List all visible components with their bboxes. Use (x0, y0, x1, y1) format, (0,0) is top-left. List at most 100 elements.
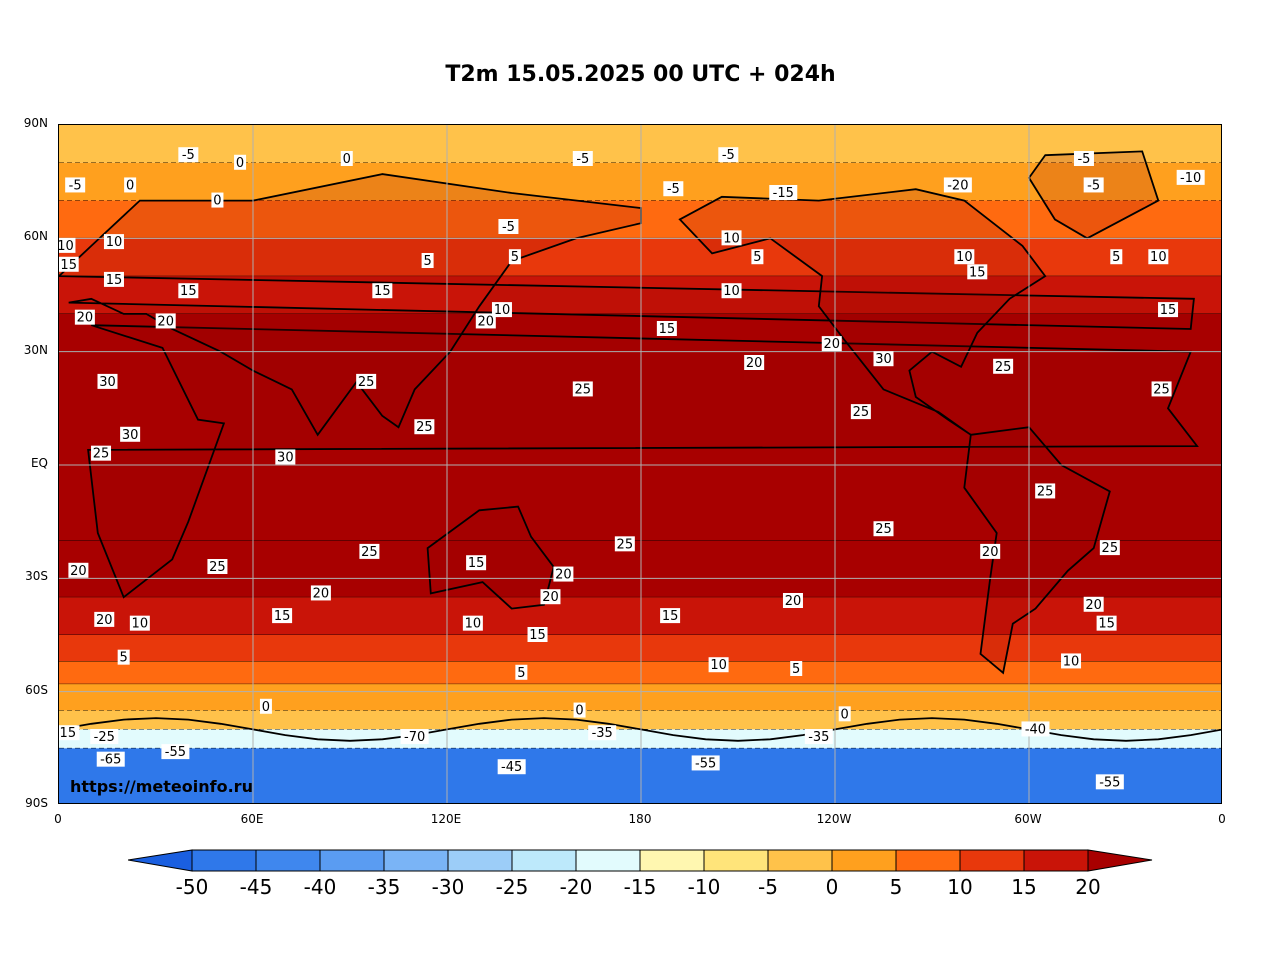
svg-text:-55: -55 (165, 745, 186, 760)
svg-text:20: 20 (1085, 598, 1102, 613)
contour-label: -15 (59, 725, 80, 741)
svg-text:30: 30 (277, 450, 294, 465)
lon-tick-label: 60E (240, 812, 264, 826)
svg-text:-15: -15 (773, 186, 794, 201)
svg-text:20: 20 (746, 356, 763, 371)
svg-text:25: 25 (995, 360, 1012, 375)
svg-text:20: 20 (982, 545, 999, 560)
contour-label: 0 (211, 192, 224, 209)
contour-label: -65 (96, 751, 125, 768)
svg-text:25: 25 (575, 382, 592, 397)
contour-label: 10 (721, 230, 742, 246)
svg-text:25: 25 (1153, 382, 1170, 397)
colorbar-segment (1023, 849, 1089, 872)
colorbar-tick-label: -25 (495, 875, 529, 899)
svg-text:15: 15 (374, 284, 391, 299)
colorbar-tick-label: -35 (367, 875, 401, 899)
watermark-url[interactable]: https://meteoinfo.ru (70, 777, 253, 796)
contour-label: 15 (59, 256, 79, 273)
contour-label: 30 (275, 449, 296, 465)
contour-label: 25 (359, 543, 380, 560)
contour-label: 20 (821, 336, 842, 352)
contour-label: -5 (178, 147, 199, 163)
colorbar-tick-label: -15 (623, 875, 657, 899)
svg-text:30: 30 (875, 352, 892, 367)
svg-text:10: 10 (132, 617, 149, 632)
svg-text:-15: -15 (59, 726, 76, 741)
contour-label: 10 (59, 237, 76, 254)
svg-text:25: 25 (875, 522, 892, 537)
colorbar-segment (191, 849, 257, 872)
svg-text:30: 30 (122, 428, 139, 443)
lon-tick-label: 120W (816, 812, 852, 826)
lon-tick-label: 180 (628, 812, 652, 826)
svg-text:0: 0 (236, 156, 244, 171)
svg-text:0: 0 (575, 704, 583, 719)
svg-text:15: 15 (468, 556, 485, 571)
svg-text:-35: -35 (808, 730, 829, 745)
colorbar-segment (575, 849, 641, 872)
contour-label: 20 (155, 313, 176, 329)
svg-text:20: 20 (96, 613, 113, 628)
colorbar-extend-high (1087, 849, 1153, 872)
svg-text:25: 25 (93, 447, 110, 462)
svg-text:15: 15 (659, 322, 676, 337)
contour-label: 0 (234, 154, 247, 171)
svg-text:0: 0 (126, 178, 134, 193)
svg-text:-20: -20 (947, 178, 968, 193)
colorbar-segment (511, 849, 577, 872)
svg-text:5: 5 (753, 250, 761, 265)
svg-text:15: 15 (1098, 617, 1115, 632)
colorbar-segment (959, 849, 1025, 872)
contour-label: 15 (656, 321, 677, 337)
contour-label: 30 (873, 351, 894, 367)
svg-text:20: 20 (823, 337, 840, 352)
colorbar-segment (639, 849, 705, 872)
colorbar-segment (703, 849, 769, 872)
svg-text:15: 15 (662, 609, 679, 624)
svg-text:10: 10 (723, 284, 740, 299)
contour-label: 25 (1035, 483, 1056, 499)
svg-text:-5: -5 (722, 148, 735, 163)
colorbar-tick-label: -40 (303, 875, 337, 899)
lat-tick-label: 60N (23, 229, 48, 244)
lon-tick-label: 60W (1014, 812, 1042, 826)
svg-text:-65: -65 (100, 753, 121, 768)
svg-text:10: 10 (59, 239, 74, 254)
svg-text:25: 25 (853, 405, 870, 420)
contour-label: -45 (497, 759, 526, 775)
colorbar-tick-label: 10 (947, 875, 973, 899)
temperature-band-13 (59, 729, 1221, 749)
contour-label: -35 (804, 729, 833, 745)
contour-label: 15 (372, 283, 393, 299)
contour-label: 20 (68, 562, 89, 579)
svg-text:20: 20 (555, 568, 572, 583)
lat-tick-label: 60S (25, 682, 48, 697)
coastline-4 (426, 505, 555, 610)
svg-text:0: 0 (841, 707, 849, 722)
svg-text:20: 20 (70, 564, 87, 579)
contour-label: 15 (660, 608, 681, 624)
svg-text:5: 5 (511, 250, 519, 265)
contour-label: 25 (414, 419, 435, 435)
svg-text:-5: -5 (69, 178, 82, 193)
contour-label: 5 (515, 664, 528, 681)
contour-label: 25 (614, 536, 635, 552)
contour-label: 15 (103, 271, 124, 288)
svg-text:-40: -40 (1025, 722, 1046, 737)
contour-label: -5 (1083, 177, 1104, 193)
contour-label: 5 (1110, 249, 1123, 265)
colorbar-tick-label: -50 (175, 875, 209, 899)
contour-label: 15 (466, 555, 487, 571)
coastline-2 (678, 188, 1047, 436)
svg-text:25: 25 (209, 560, 226, 575)
contour-label: 25 (850, 404, 871, 420)
svg-text:5: 5 (120, 651, 128, 666)
contour-label: 25 (91, 445, 112, 462)
contour-label: 20 (475, 313, 496, 329)
contour-label: -5 (498, 219, 519, 235)
contour-label: -70 (400, 729, 429, 745)
svg-text:25: 25 (617, 537, 634, 552)
contour-label: 10 (462, 615, 483, 632)
svg-text:15: 15 (106, 273, 123, 288)
